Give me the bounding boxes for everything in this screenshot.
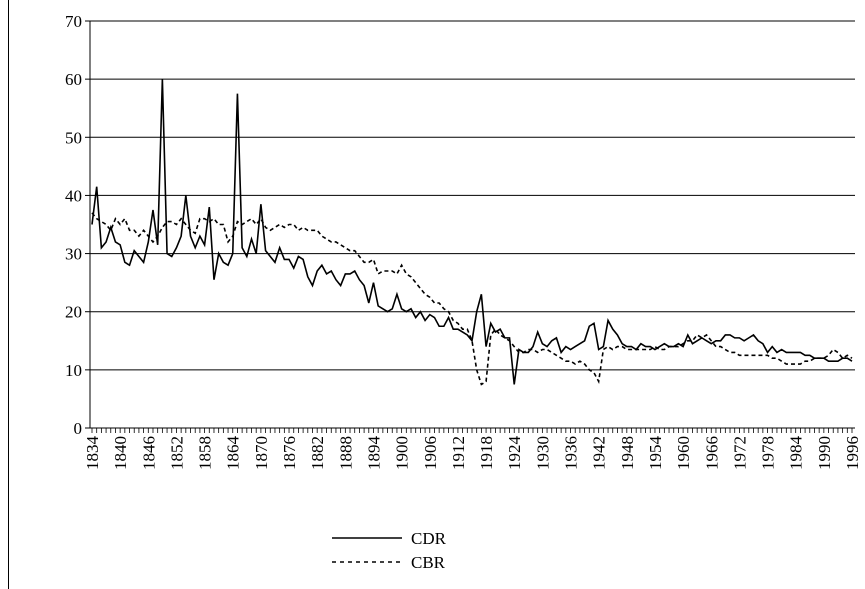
- x-tick-label: 1846: [139, 436, 158, 470]
- line-series: [91, 79, 853, 385]
- legend-label: CBR: [411, 553, 446, 572]
- x-tick-label: 1840: [111, 436, 130, 470]
- x-tick-label: 1978: [759, 436, 778, 470]
- x-tick-label: 1888: [336, 436, 355, 470]
- legend-label: CDR: [411, 529, 447, 548]
- y-tick-label: 30: [65, 245, 82, 264]
- x-tick-label: 1936: [562, 436, 581, 470]
- x-tick-label: 1924: [505, 436, 524, 471]
- x-tick-label: 1858: [196, 436, 215, 470]
- x-tick-label: 1942: [590, 436, 609, 470]
- y-tick-label: 60: [65, 70, 82, 89]
- x-tick-label: 1870: [252, 436, 271, 470]
- x-tick-label: 1996: [843, 436, 862, 470]
- y-tick-label: 70: [65, 12, 82, 31]
- y-tick-label: 10: [65, 361, 82, 380]
- y-tick-label: 0: [74, 419, 83, 438]
- x-tick-label: 1990: [815, 436, 834, 470]
- x-tick-label: 1876: [280, 436, 299, 470]
- x-tick-label: 1882: [308, 436, 327, 470]
- x-tick-label: 1966: [702, 436, 721, 470]
- x-tick-label: 1960: [674, 436, 693, 470]
- y-tick-label: 40: [65, 186, 82, 205]
- x-tick-label: 1918: [477, 436, 496, 470]
- y-tick-label: 50: [65, 128, 82, 147]
- x-tick-label: 1948: [618, 436, 637, 470]
- x-tick-label: 1954: [646, 436, 665, 471]
- x-tick-label: 1972: [730, 436, 749, 470]
- x-tick-label: 1912: [449, 436, 468, 470]
- x-tick-label: 1930: [533, 436, 552, 470]
- y-tick-label: 20: [65, 303, 82, 322]
- x-tick-label: 1894: [364, 436, 383, 471]
- x-tick-label: 1864: [224, 436, 243, 471]
- x-tick-label: 1852: [167, 436, 186, 470]
- line-series: [91, 212, 853, 386]
- x-tick-label: 1906: [421, 436, 440, 470]
- x-tick-label: 1900: [393, 436, 412, 470]
- x-tick-label: 1984: [787, 436, 806, 471]
- x-tick-label: 1834: [83, 436, 102, 471]
